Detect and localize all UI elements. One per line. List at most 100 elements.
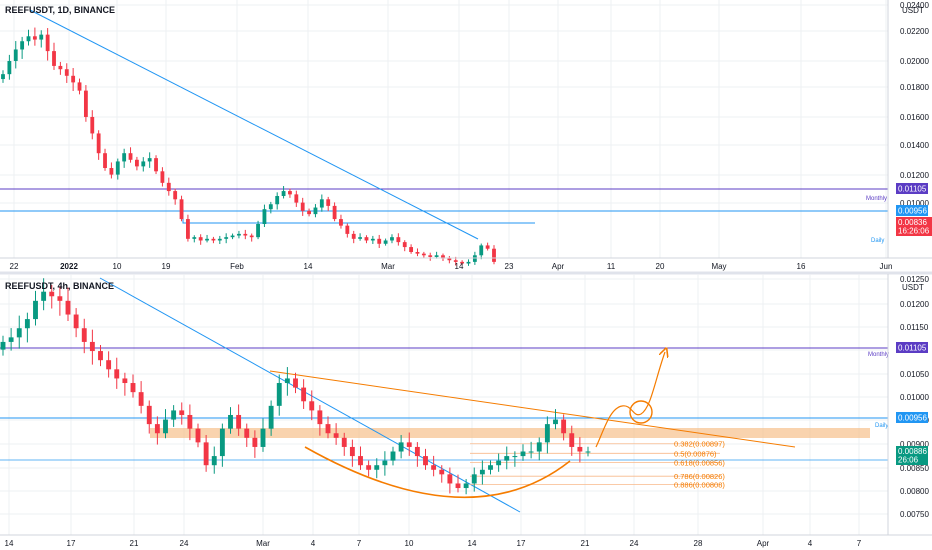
top-candle[interactable] — [256, 224, 260, 238]
bottom-candle[interactable] — [382, 460, 388, 466]
top-candle[interactable] — [198, 237, 203, 241]
top-candle[interactable] — [90, 116, 95, 134]
top-candle[interactable] — [453, 260, 458, 262]
bottom-candle[interactable] — [414, 446, 420, 457]
bottom-candle[interactable] — [333, 433, 339, 438]
bottom-candle[interactable] — [496, 460, 502, 466]
top-candle[interactable] — [122, 153, 127, 162]
bottom-candle[interactable] — [553, 419, 558, 425]
top-candle[interactable] — [370, 238, 375, 241]
top-candle[interactable] — [447, 258, 452, 261]
top-candle[interactable] — [224, 237, 229, 239]
bottom-candle[interactable] — [528, 451, 534, 453]
top-candle[interactable] — [409, 247, 414, 252]
top-candle[interactable] — [351, 233, 356, 239]
bottom-candle[interactable] — [431, 465, 437, 470]
bottom-candle[interactable] — [358, 456, 363, 466]
top-candle[interactable] — [345, 225, 350, 234]
top-candle[interactable] — [39, 34, 44, 40]
bottom-candle[interactable] — [309, 401, 315, 411]
top-candle[interactable] — [237, 233, 241, 236]
projection-arrow[interactable] — [595, 352, 665, 448]
bottom-candle[interactable] — [341, 437, 347, 447]
top-candle[interactable] — [288, 191, 292, 195]
bottom-candle[interactable] — [8, 337, 14, 342]
bottom-candle[interactable] — [33, 300, 38, 320]
bottom-descending-trendline[interactable] — [99, 277, 521, 513]
bottom-candle[interactable] — [301, 387, 307, 402]
bottom-resistance-trendline[interactable] — [269, 370, 796, 448]
bottom-candle[interactable] — [268, 405, 274, 429]
projection-circle[interactable] — [629, 400, 653, 424]
top-candle[interactable] — [396, 237, 401, 243]
bottom-candle[interactable] — [276, 383, 282, 406]
top-candle[interactable] — [460, 261, 465, 264]
bottom-candle[interactable] — [187, 414, 193, 429]
bottom-candle[interactable] — [520, 451, 526, 457]
top-candle[interactable] — [64, 69, 69, 76]
bottom-candle[interactable] — [512, 456, 518, 458]
bottom-candle[interactable] — [544, 424, 550, 443]
top-candle[interactable] — [179, 199, 184, 220]
bottom-candle[interactable] — [317, 410, 323, 425]
bottom-candle[interactable] — [228, 414, 233, 429]
bottom-candle[interactable] — [49, 291, 55, 297]
top-candle[interactable] — [141, 161, 146, 167]
top-candle[interactable] — [166, 182, 171, 192]
top-candle[interactable] — [1, 74, 5, 80]
bottom-candle[interactable] — [114, 369, 120, 379]
rounding-bottom-curve[interactable] — [304, 446, 571, 499]
bottom-candle[interactable] — [98, 351, 103, 361]
bottom-candle[interactable] — [106, 360, 112, 370]
bottom-candle[interactable] — [479, 469, 485, 475]
bottom-candle[interactable] — [24, 319, 30, 329]
top-candle[interactable] — [294, 194, 299, 203]
bottom-candle[interactable] — [585, 451, 591, 453]
bottom-candle[interactable] — [219, 428, 225, 457]
top-candle[interactable] — [32, 36, 37, 40]
top-candle[interactable] — [428, 255, 433, 257]
top-candle[interactable] — [58, 65, 63, 70]
top-candle[interactable] — [96, 133, 101, 154]
top-candle[interactable] — [20, 41, 25, 50]
top-candle[interactable] — [339, 219, 343, 226]
bottom-candle[interactable] — [488, 465, 493, 470]
top-candle[interactable] — [377, 238, 382, 244]
top-candle[interactable] — [492, 248, 496, 262]
bottom-candle[interactable] — [423, 456, 428, 466]
bottom-candle[interactable] — [65, 300, 71, 315]
top-descending-trendline[interactable] — [29, 9, 479, 240]
bottom-candle[interactable] — [390, 451, 396, 461]
top-candle[interactable] — [358, 237, 363, 239]
bottom-candle[interactable] — [163, 419, 168, 434]
bottom-candle[interactable] — [463, 483, 469, 489]
bottom-candle[interactable] — [130, 383, 136, 393]
bottom-candle[interactable] — [41, 291, 47, 301]
bottom-candle[interactable] — [179, 410, 185, 415]
top-candle[interactable] — [281, 191, 286, 197]
top-candle[interactable] — [441, 255, 445, 259]
bottom-candle[interactable] — [154, 424, 160, 434]
top-candle[interactable] — [128, 153, 133, 160]
top-candle[interactable] — [421, 253, 426, 256]
bottom-candle[interactable] — [325, 424, 331, 434]
bottom-candle[interactable] — [447, 474, 453, 484]
top-candle[interactable] — [364, 237, 369, 241]
bottom-candle[interactable] — [81, 328, 87, 342]
bottom-candle[interactable] — [89, 341, 95, 352]
bottom-candle[interactable] — [146, 405, 152, 425]
bottom-candle[interactable] — [252, 437, 258, 447]
top-candle[interactable] — [332, 205, 337, 220]
top-candle[interactable] — [52, 51, 56, 66]
top-candle[interactable] — [326, 199, 331, 206]
top-candle[interactable] — [249, 235, 254, 238]
top-candle[interactable] — [307, 210, 311, 215]
bottom-candle[interactable] — [211, 456, 217, 466]
top-candle[interactable] — [13, 49, 18, 61]
bottom-candle[interactable] — [577, 446, 583, 452]
bottom-candle[interactable] — [349, 446, 355, 457]
top-candle[interactable] — [71, 75, 76, 83]
bottom-candle[interactable] — [561, 419, 567, 434]
bottom-candle[interactable] — [57, 296, 63, 301]
top-candle[interactable] — [192, 237, 197, 239]
